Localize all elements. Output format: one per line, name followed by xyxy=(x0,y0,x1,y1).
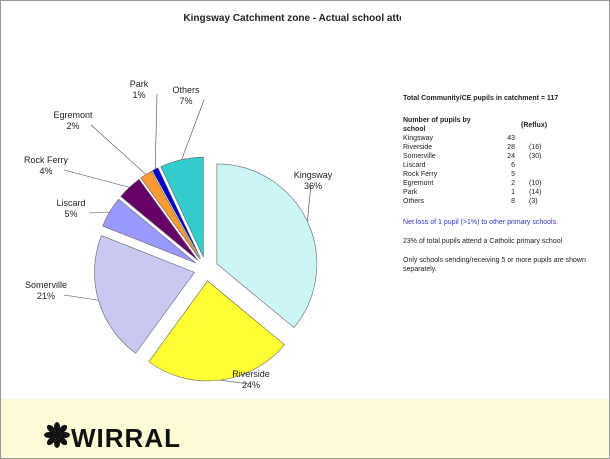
column-header: (Reflux) xyxy=(521,121,548,129)
chart-title: Kingsway Catchment zone - Actual school … xyxy=(183,13,401,24)
pie-slice xyxy=(140,170,200,260)
pie-slice xyxy=(216,163,318,329)
table-cell: (30) xyxy=(529,153,542,160)
table-cell: 1 xyxy=(511,189,515,196)
logo-icon xyxy=(44,422,70,448)
table-cell: 43 xyxy=(507,135,515,142)
slice-label: Kingsway xyxy=(294,170,333,180)
note: 23% of total pupils attend a Catholic pr… xyxy=(403,238,563,245)
table-cell: Somerville xyxy=(403,153,436,160)
slice-value-label: 2% xyxy=(66,121,79,131)
table-row: Rock Ferry 5 xyxy=(403,170,547,179)
table-cell: Others xyxy=(403,198,425,205)
table-cell: 8 xyxy=(511,198,515,205)
slice-label: Somerville xyxy=(25,280,67,290)
table-row: Park 1 (14) xyxy=(403,188,547,197)
slice-value-label: 5% xyxy=(64,209,77,219)
table-cell: 2 xyxy=(511,180,515,187)
slice-label: Park xyxy=(130,79,149,89)
leader-line xyxy=(181,99,205,160)
note: Only schools sending/receiving 5 or more… xyxy=(403,257,586,273)
table-cell: (10) xyxy=(529,180,542,187)
footer: WIRRAL xyxy=(1,399,609,458)
table-cell xyxy=(515,134,547,143)
slice-value-label: 1% xyxy=(132,90,145,100)
table-row: Riverside 28 (16) xyxy=(403,143,547,152)
leader-line xyxy=(88,211,110,214)
panel-heading: Total Community/CE pupils in catchment =… xyxy=(403,95,559,102)
slice-value-label: 4% xyxy=(39,166,52,176)
table-row: Others 8 (3) xyxy=(403,197,547,206)
table-cell: Egremont xyxy=(403,180,434,187)
slice-label: Liscard xyxy=(56,198,85,208)
pupil-table: Number of pupils by school (Reflux) King… xyxy=(403,116,547,206)
slice-label: Others xyxy=(172,85,200,95)
leader-line xyxy=(154,93,158,170)
leader-line xyxy=(307,184,312,222)
table-cell: Kingsway xyxy=(403,135,433,142)
slice-value-label: 21% xyxy=(37,291,55,301)
slice-label: Rock Ferry xyxy=(24,155,69,165)
table-cell: 5 xyxy=(511,171,515,178)
table-cell: 6 xyxy=(511,162,515,169)
slice-value-label: 36% xyxy=(304,181,322,191)
slice-value-label: 24% xyxy=(242,380,260,390)
slice-label: Riverside xyxy=(232,369,270,379)
table-cell: Rock Ferry xyxy=(403,171,438,178)
table-cell xyxy=(515,170,547,179)
table-row: Egremont 2 (10) xyxy=(403,179,547,188)
table-row: Liscard 6 xyxy=(403,161,547,170)
table-cell xyxy=(515,161,547,170)
logo-text: WIRRAL xyxy=(71,423,181,453)
table-cell: Liscard xyxy=(403,162,426,169)
table-cell: (16) xyxy=(529,144,542,151)
table-cell: (3) xyxy=(529,198,538,205)
leader-line xyxy=(63,294,99,301)
slice-value-label: 7% xyxy=(179,96,192,106)
leader-line xyxy=(90,124,147,175)
chart: Kingsway Catchment zone - Actual school … xyxy=(24,13,401,390)
table-cell: Riverside xyxy=(403,144,433,151)
slice-label: Egremont xyxy=(53,110,93,120)
pie-slice xyxy=(148,280,285,382)
table-row: Somerville 24 (30) xyxy=(403,152,547,161)
table-cell: Park xyxy=(403,189,418,196)
table-row: Kingsway 43 xyxy=(403,134,547,143)
pie-slice xyxy=(120,178,199,261)
table-cell: 28 xyxy=(507,144,515,151)
leader-line xyxy=(219,379,250,385)
column-header: Number of pupils by school xyxy=(403,117,471,133)
note: Net loss of 1 pupil (>1%) to other prima… xyxy=(403,219,559,226)
side-panel: Total Community/CE pupils in catchment =… xyxy=(403,95,603,274)
table-cell: (14) xyxy=(529,189,542,196)
leader-line xyxy=(63,169,130,188)
table-cell: 24 xyxy=(507,153,515,160)
